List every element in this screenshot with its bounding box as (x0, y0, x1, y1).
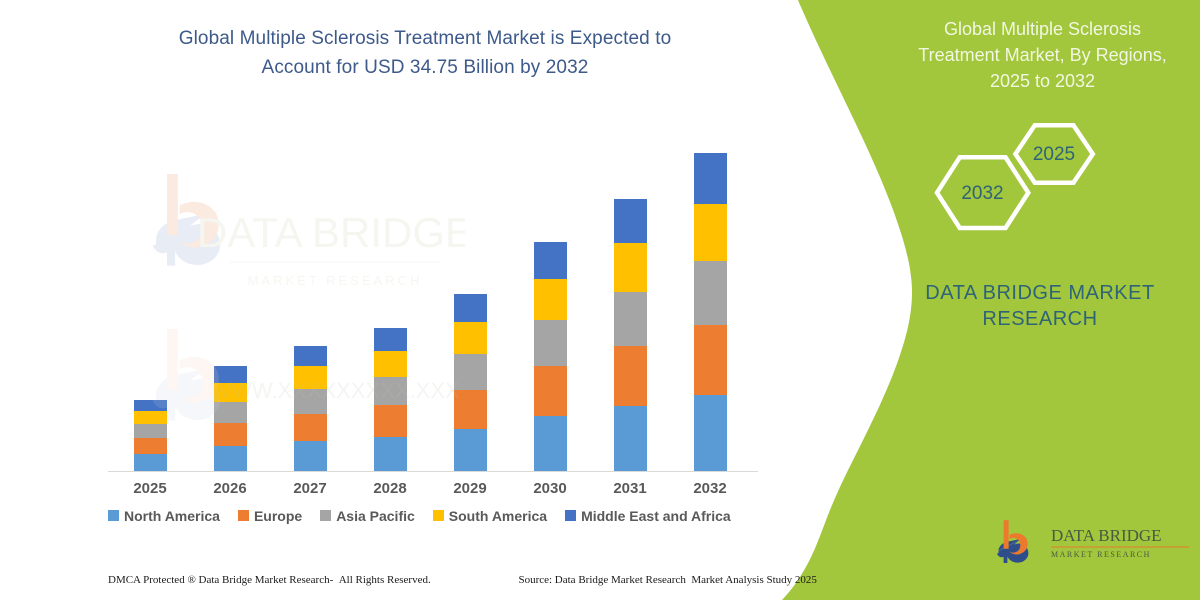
svg-text:MARKET RESEARCH: MARKET RESEARCH (248, 273, 423, 288)
svg-text:DATA BRIDGE: DATA BRIDGE (197, 209, 465, 256)
svg-text:MARKET RESEARCH: MARKET RESEARCH (1051, 550, 1151, 559)
svg-text:DATA BRIDGE: DATA BRIDGE (1051, 526, 1162, 545)
svg-text:WWW.XXXXXXXXX.XXX: WWW.XXXXXXXXX.XXX (210, 378, 460, 403)
